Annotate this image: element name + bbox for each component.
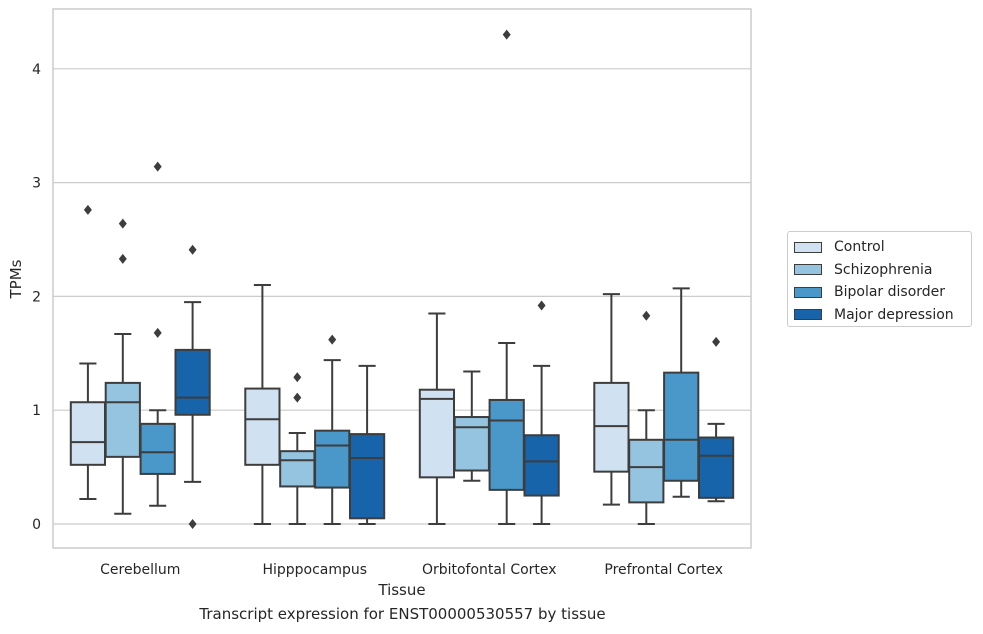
box-schizophrenia	[453, 370, 490, 482]
y-axis-label: TPMs	[7, 259, 25, 299]
box-body	[244, 387, 281, 466]
box-control	[69, 204, 107, 500]
x-tick-label: Orbitofontal Cortex	[422, 562, 557, 578]
plot-frame	[52, 8, 752, 549]
outlier-point	[188, 519, 197, 529]
legend-item-schizophrenia: Schizophrenia	[794, 259, 965, 282]
box-bipolar-disorder	[139, 161, 176, 507]
x-tick-labels: Cerebellum Hipppocampus Orbitofontal Corte…	[100, 562, 723, 578]
outlier-point	[188, 244, 197, 255]
box-body	[453, 416, 490, 472]
y-tick-label: 0	[32, 517, 41, 533]
outlier-point	[642, 310, 651, 321]
legend-label: Schizophrenia	[834, 261, 933, 278]
legend-item-bipolar-disorder: Bipolar disorder	[794, 281, 965, 304]
outlier-point	[328, 334, 337, 345]
box-body	[174, 348, 211, 416]
box-bipolar-disorder	[488, 29, 525, 525]
outlier-point	[293, 392, 302, 403]
legend-swatch	[794, 309, 822, 321]
box-control	[244, 284, 281, 525]
box-body	[69, 401, 107, 466]
y-tick-label: 3	[32, 176, 41, 192]
legend-item-control: Control	[794, 236, 965, 259]
box-control	[418, 312, 456, 525]
box-bipolar-disorder	[663, 287, 700, 498]
x-axis-label: Tissue	[377, 581, 425, 599]
figure-caption: Transcript expression for ENST0000053055…	[199, 605, 606, 623]
legend-swatch	[794, 241, 822, 253]
box-major-depression	[174, 244, 211, 529]
box-body	[697, 436, 735, 499]
grid-lines	[53, 68, 751, 525]
box-body	[663, 371, 700, 482]
box-body	[279, 450, 316, 488]
box-schizophrenia	[279, 372, 316, 525]
x-tick-label: Cerebellum	[100, 562, 180, 578]
box-major-depression	[348, 364, 386, 525]
outlier-point	[502, 29, 511, 40]
box-body	[523, 434, 560, 497]
y-tick-label: 4	[32, 62, 41, 78]
box-schizophrenia	[628, 310, 665, 525]
outlier-point	[537, 300, 546, 311]
legend-swatch	[794, 286, 822, 298]
box-body	[104, 381, 141, 458]
box-body	[418, 388, 456, 479]
legend: Control Schizophrenia Bipolar disorder M…	[787, 231, 972, 327]
box-body	[314, 429, 351, 489]
box-major-depression	[523, 300, 560, 525]
legend-label: Control	[834, 239, 885, 256]
y-tick-labels: 0 1 2 3 4	[32, 62, 41, 533]
outlier-point	[118, 218, 127, 229]
outlier-point	[293, 372, 302, 383]
box-body	[628, 438, 665, 504]
box-major-depression	[697, 336, 735, 503]
outlier-point	[153, 327, 162, 338]
box-body	[139, 422, 176, 475]
box-control	[593, 293, 630, 506]
box-bipolar-disorder	[314, 334, 351, 525]
legend-item-major-depression: Major depression	[794, 304, 965, 327]
box-body	[593, 381, 630, 473]
x-tick-label: Prefrontal Cortex	[604, 562, 723, 578]
legend-label: Major depression	[834, 306, 954, 323]
box-plots	[69, 29, 735, 529]
outlier-point	[83, 204, 92, 215]
legend-label: Bipolar disorder	[834, 284, 946, 301]
box-body	[488, 398, 525, 491]
outlier-point	[712, 336, 721, 347]
legend-swatch	[794, 264, 822, 276]
box-schizophrenia	[104, 218, 141, 515]
outlier-point	[153, 161, 162, 172]
y-tick-label: 1	[32, 403, 41, 419]
x-tick-label: Hipppocampus	[262, 562, 367, 578]
box-body	[348, 433, 386, 520]
outlier-point	[118, 253, 127, 264]
y-tick-label: 2	[32, 289, 41, 305]
